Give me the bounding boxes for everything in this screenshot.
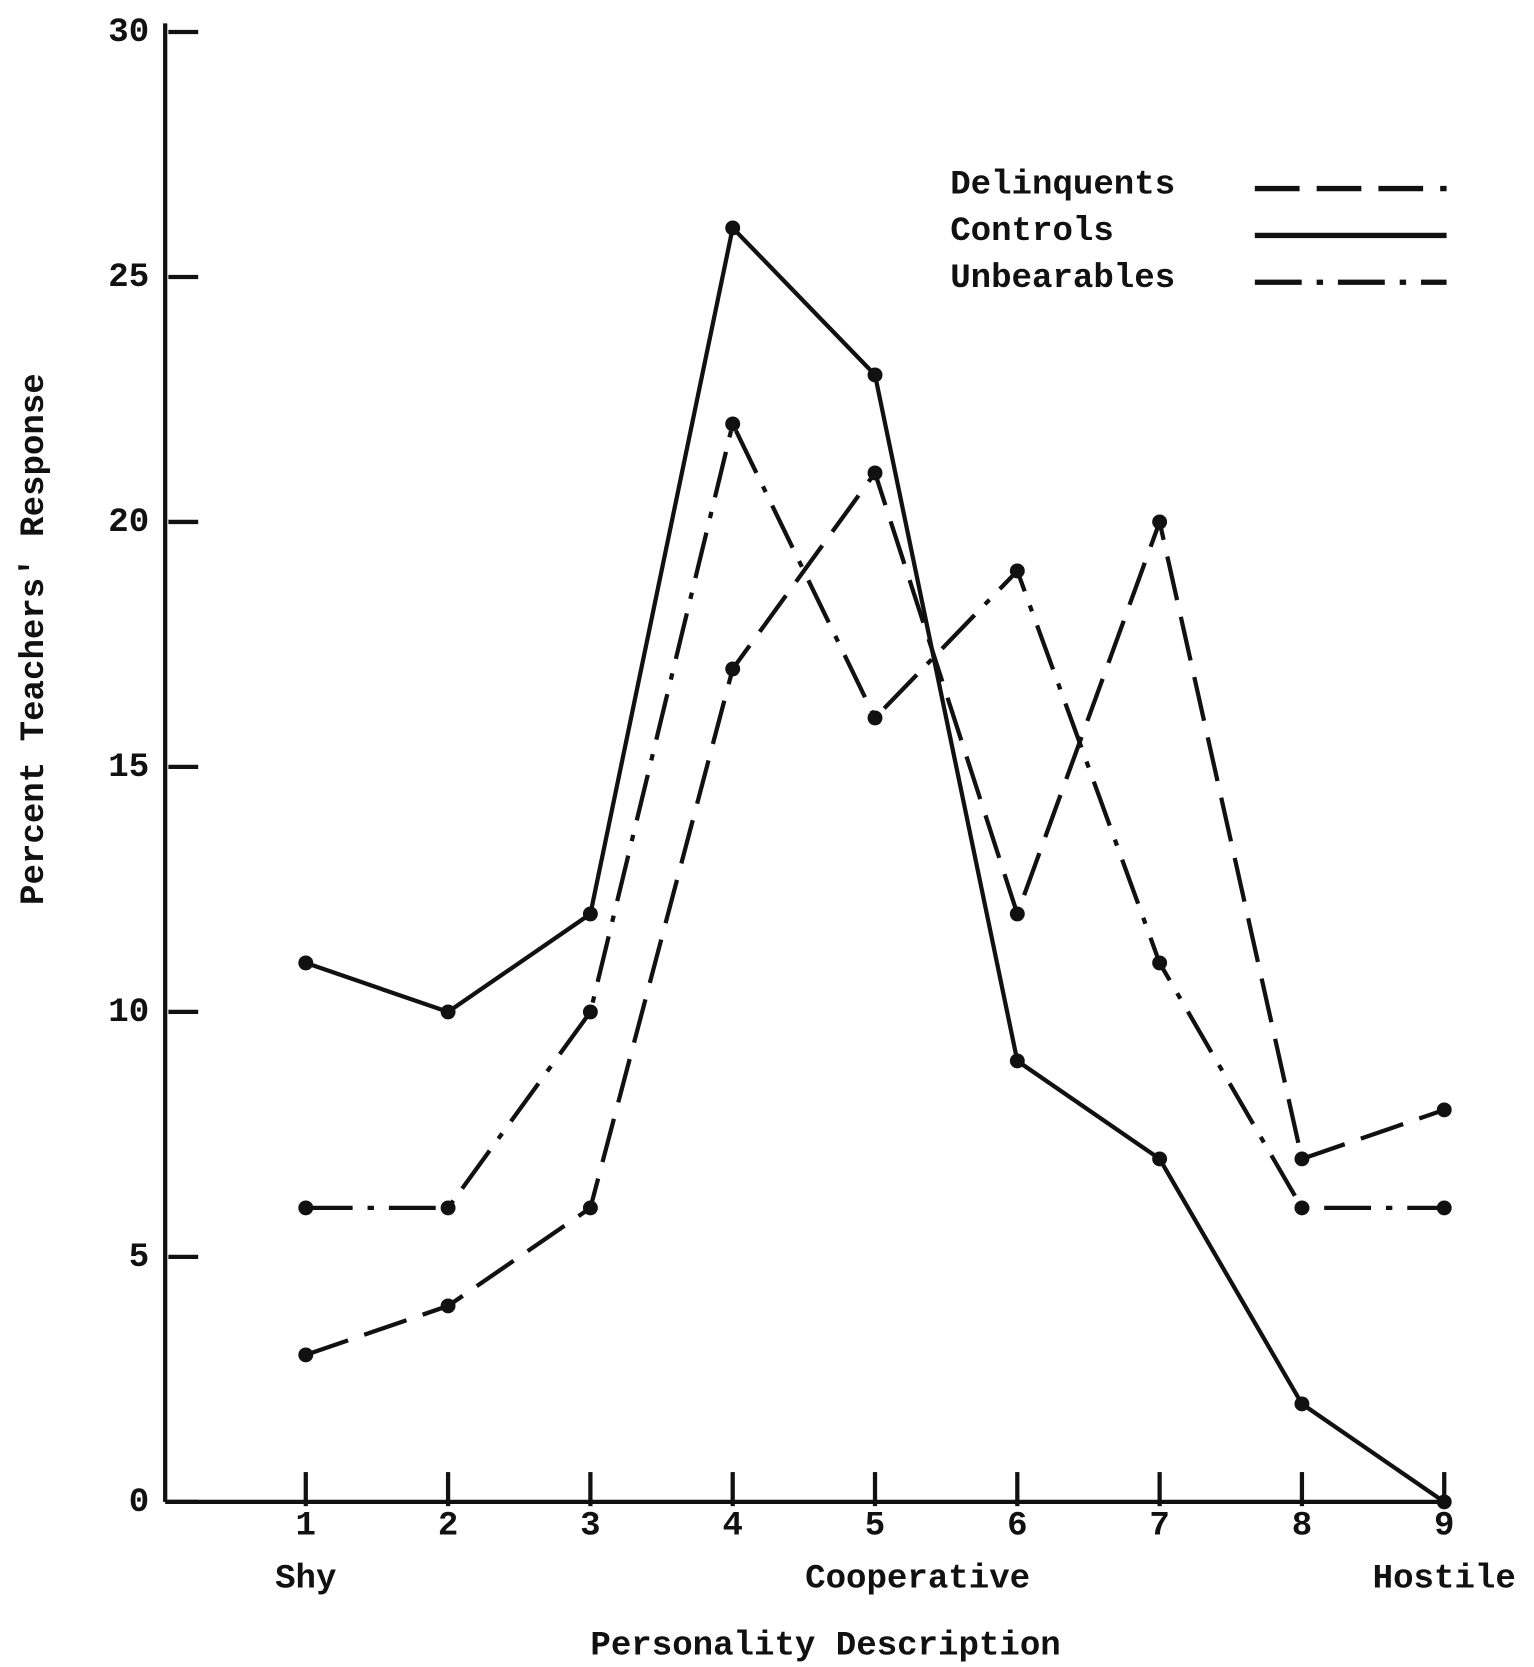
y-tick-label: 30 — [108, 14, 149, 52]
point — [582, 1200, 598, 1216]
category-descriptor: Cooperative — [805, 1561, 1030, 1599]
x-tick-label: 1 — [296, 1507, 316, 1545]
category-descriptor: Hostile — [1373, 1561, 1516, 1599]
point — [867, 710, 883, 726]
point — [440, 1004, 456, 1020]
series-line — [305, 468, 1445, 1357]
x-tick-label: 5 — [865, 1507, 885, 1545]
legend-label: Controls — [950, 213, 1114, 251]
point — [1436, 1102, 1452, 1118]
legend-label: Unbearables — [950, 260, 1175, 298]
x-tick-label: 8 — [1292, 1507, 1312, 1545]
category-descriptor: Shy — [275, 1561, 336, 1599]
point — [1152, 1151, 1168, 1167]
y-axis-label: Percent Teachers' Response — [16, 373, 54, 905]
x-tick-label: 7 — [1149, 1507, 1169, 1545]
point — [1294, 1396, 1310, 1412]
x-tick-label: 9 — [1434, 1507, 1454, 1545]
series-line — [305, 417, 1445, 1211]
point — [725, 220, 741, 236]
y-tick-label: 15 — [108, 749, 149, 787]
point — [440, 1200, 456, 1216]
point — [1294, 1151, 1310, 1167]
point — [582, 1004, 598, 1020]
point — [1436, 1494, 1452, 1510]
point — [867, 367, 883, 383]
y-tick-label: 5 — [129, 1239, 149, 1277]
point — [582, 906, 598, 922]
point — [1152, 514, 1168, 530]
point — [1009, 563, 1025, 579]
point — [440, 1298, 456, 1314]
series-line — [305, 223, 1446, 1504]
x-tick-label: 3 — [580, 1507, 600, 1545]
point — [867, 465, 883, 481]
point — [298, 1200, 314, 1216]
point — [1436, 1200, 1452, 1216]
y-tick-label: 25 — [108, 259, 149, 297]
point — [1009, 1053, 1025, 1069]
point — [1009, 906, 1025, 922]
point — [1152, 955, 1168, 971]
point — [298, 955, 314, 971]
x-tick-label: 6 — [1007, 1507, 1027, 1545]
y-tick-label: 0 — [129, 1484, 149, 1522]
legend-label: Delinquents — [950, 166, 1175, 204]
point — [725, 416, 741, 432]
point — [1294, 1200, 1310, 1216]
x-tick-label: 2 — [438, 1507, 458, 1545]
point — [725, 661, 741, 677]
y-tick-label: 10 — [108, 994, 149, 1032]
x-axis-label: Personality Description — [590, 1628, 1060, 1666]
x-tick-label: 4 — [722, 1507, 742, 1545]
point — [298, 1347, 314, 1363]
y-tick-label: 20 — [108, 504, 149, 542]
